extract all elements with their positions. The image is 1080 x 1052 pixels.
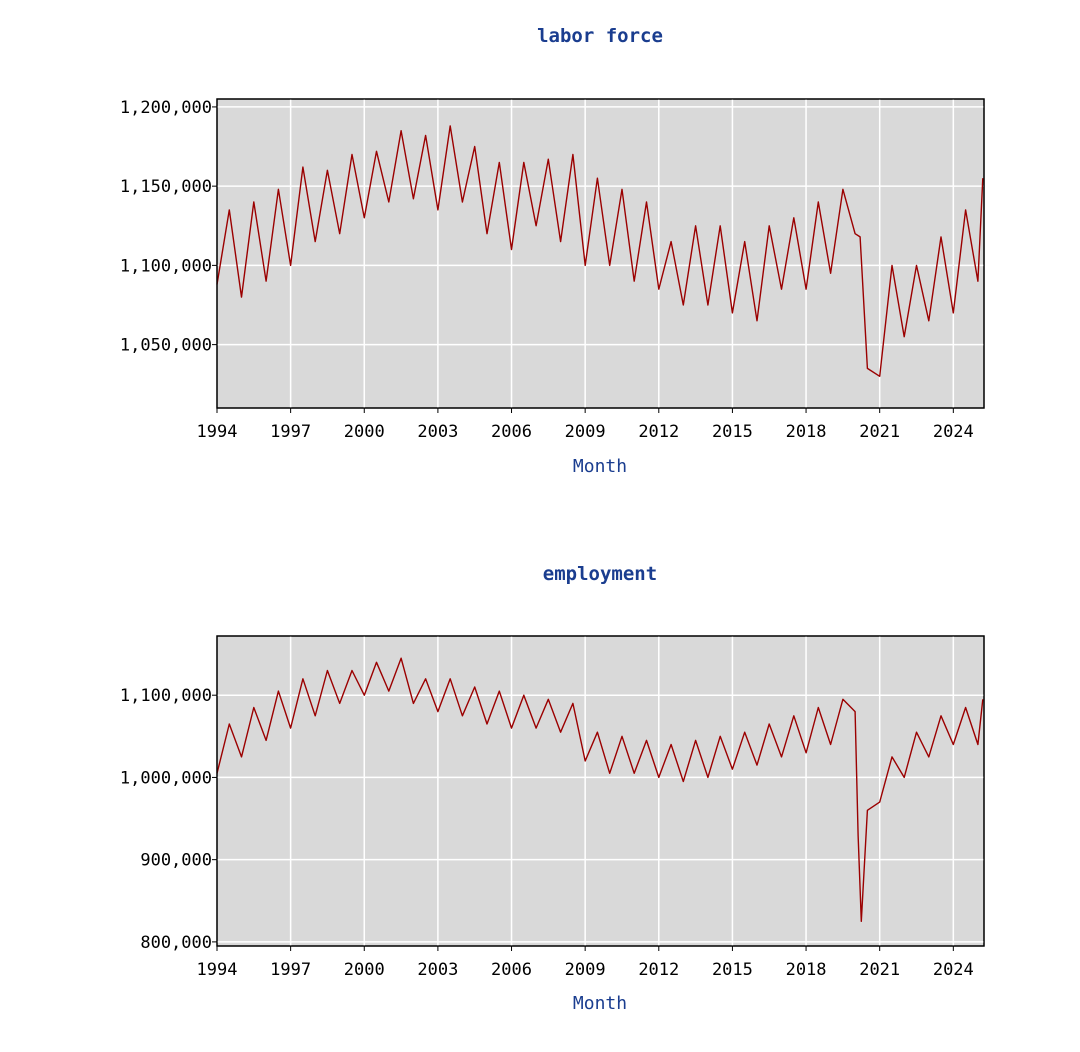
y-tick-label: 1,000,000 xyxy=(120,768,212,788)
x-tick-label: 1997 xyxy=(270,960,311,980)
x-tick-label: 2018 xyxy=(786,960,827,980)
x-tick-label: 2009 xyxy=(565,422,606,442)
x-tick-label: 2024 xyxy=(933,422,974,442)
x-tick-label: 2003 xyxy=(417,960,458,980)
x-tick-label: 2015 xyxy=(712,960,753,980)
x-tick-label: 1997 xyxy=(270,422,311,442)
x-tick-label: 1994 xyxy=(197,422,238,442)
x-axis-label: Month xyxy=(573,993,627,1014)
y-tick-label: 1,150,000 xyxy=(120,177,212,197)
plot-frame xyxy=(216,635,985,947)
x-tick-label: 2021 xyxy=(859,960,900,980)
x-axis-label: Month xyxy=(573,456,627,477)
y-tick-label: 1,100,000 xyxy=(120,256,212,276)
x-tick-label: 2024 xyxy=(933,960,974,980)
x-tick-label: 2012 xyxy=(638,422,679,442)
x-tick-label: 2021 xyxy=(859,422,900,442)
x-tick-label: 2006 xyxy=(491,960,532,980)
labor-force-chart: labor force 1,050,000 1,100,000 1,150,000 1… xyxy=(120,25,985,477)
x-tick-label: 2015 xyxy=(712,422,753,442)
y-tick-label: 1,100,000 xyxy=(120,686,212,706)
x-tick-label: 2018 xyxy=(786,422,827,442)
series-line xyxy=(216,657,984,922)
x-tick-label: 2009 xyxy=(565,960,606,980)
x-tick-label: 2000 xyxy=(344,960,385,980)
chart-title: labor force xyxy=(537,25,663,47)
x-tick-label: 2012 xyxy=(638,960,679,980)
chart-title: employment xyxy=(543,563,657,585)
y-tick-label: 1,200,000 xyxy=(120,98,212,118)
x-tick-label: 2003 xyxy=(417,422,458,442)
plot-area xyxy=(216,98,985,409)
plot-frame xyxy=(216,98,985,409)
y-tick-label: 1,050,000 xyxy=(120,336,212,356)
plot-area xyxy=(216,635,985,947)
employment-chart: employment 800,000 900,000 1,000,000 1,100,… xyxy=(120,563,985,1014)
x-tick-label: 2006 xyxy=(491,422,532,442)
series-line xyxy=(216,125,984,377)
y-tick-label: 900,000 xyxy=(140,851,212,871)
y-tick-label: 800,000 xyxy=(140,933,212,953)
x-tick-label: 2000 xyxy=(344,422,385,442)
x-tick-label: 1994 xyxy=(197,960,238,980)
